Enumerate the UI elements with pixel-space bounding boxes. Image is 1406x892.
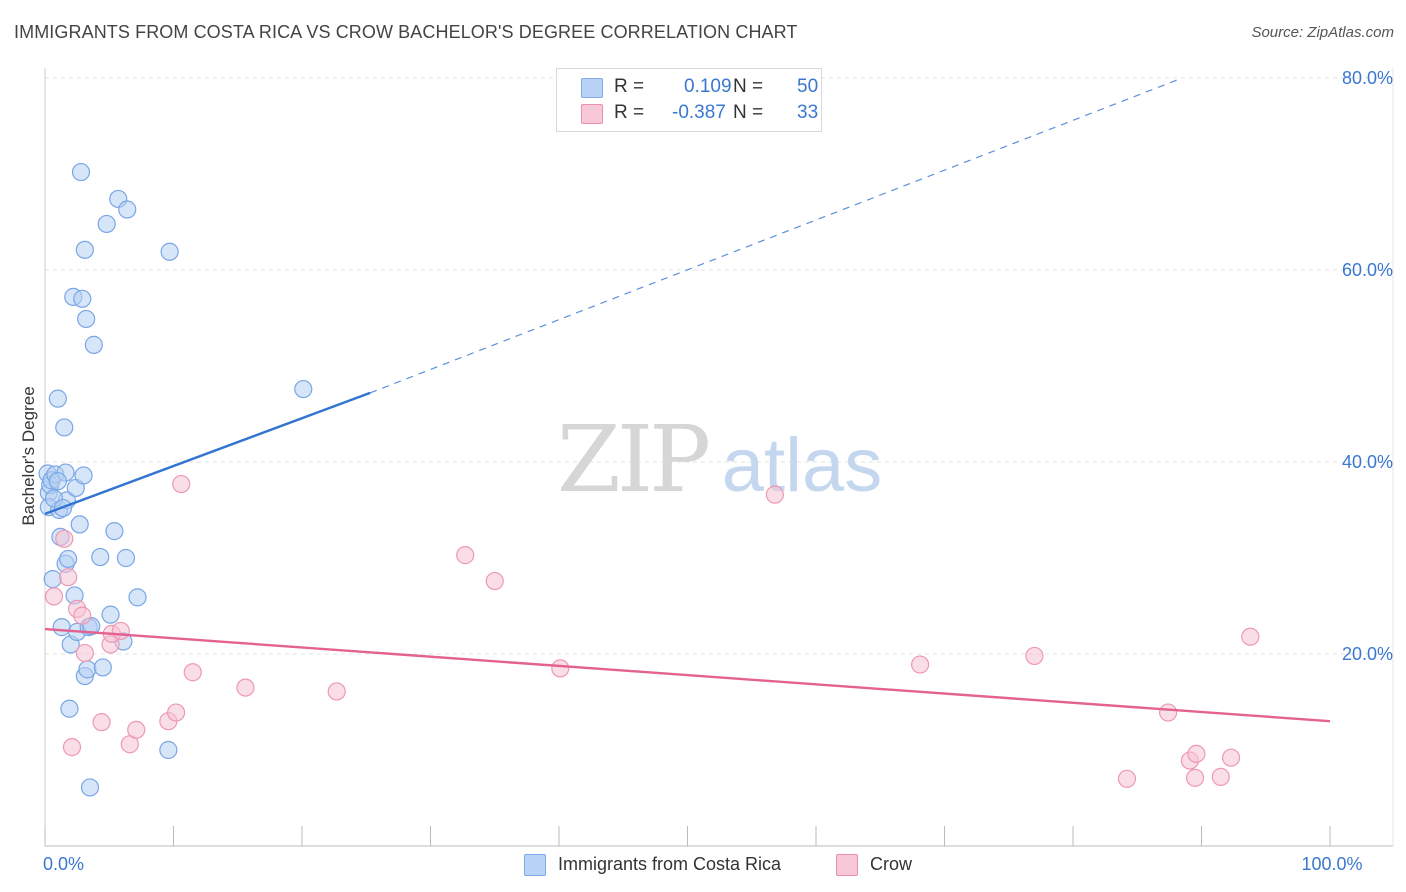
stats-r-label: R = bbox=[614, 102, 645, 123]
data-point-pink bbox=[59, 568, 78, 587]
data-point-blue bbox=[118, 200, 137, 219]
data-point-pink bbox=[44, 587, 64, 606]
legend-label: Immigrants from Costa Rica bbox=[558, 854, 782, 874]
y-axis-label: Bachelor's Degree bbox=[19, 386, 38, 525]
stats-n-value: 50 bbox=[797, 76, 819, 97]
data-point-pink bbox=[92, 713, 111, 732]
data-point-pink bbox=[456, 546, 475, 565]
axis-layer bbox=[44, 68, 1394, 847]
data-point-blue bbox=[60, 699, 79, 718]
data-point-pink bbox=[1117, 769, 1137, 788]
data-point-pink bbox=[1211, 767, 1230, 786]
stats-r-label: R = bbox=[614, 76, 645, 97]
data-point-pink bbox=[183, 663, 202, 682]
trend-layer bbox=[44, 77, 1331, 723]
data-point-pink bbox=[73, 606, 92, 625]
data-point-blue bbox=[77, 309, 96, 329]
watermark-atlas: atlas bbox=[722, 423, 883, 508]
data-point-blue bbox=[59, 549, 78, 569]
stats-n-value: 33 bbox=[797, 102, 819, 123]
trend-line-blue-projected bbox=[369, 77, 1183, 394]
data-point-blue bbox=[70, 515, 89, 534]
stats-swatch-blue bbox=[581, 78, 603, 98]
data-point-pink bbox=[166, 703, 186, 722]
data-point-blue bbox=[48, 472, 67, 491]
y-tick-label: 80.0% bbox=[1342, 68, 1393, 88]
grid-layer bbox=[45, 77, 1393, 655]
data-point-pink bbox=[551, 659, 570, 678]
data-point-pink bbox=[62, 738, 82, 757]
data-point-blue bbox=[116, 548, 136, 568]
label-layer: 0.0% 100.0% 20.0% 40.0% 60.0% 80.0% Bachelor's… bbox=[19, 68, 1393, 874]
trend-line-blue bbox=[44, 391, 371, 515]
y-tick-label: 20.0% bbox=[1342, 644, 1393, 664]
stats-swatch-pink bbox=[581, 104, 603, 124]
data-point-blue bbox=[75, 240, 94, 259]
data-point-blue bbox=[91, 547, 110, 567]
data-point-pink bbox=[111, 621, 130, 641]
data-point-pink bbox=[75, 643, 94, 663]
data-point-blue bbox=[294, 379, 313, 399]
data-point-blue bbox=[73, 289, 92, 308]
points-layer bbox=[38, 162, 1260, 797]
data-point-pink bbox=[765, 485, 784, 504]
data-point-pink bbox=[910, 655, 930, 674]
data-point-pink bbox=[327, 682, 346, 701]
data-point-pink bbox=[1158, 703, 1178, 722]
data-point-pink bbox=[1025, 646, 1044, 666]
data-point-pink bbox=[1221, 748, 1241, 767]
data-point-blue bbox=[128, 588, 147, 607]
data-point-blue bbox=[48, 389, 67, 408]
legend-item-costa-rica[interactable]: Immigrants from Costa Rica bbox=[524, 852, 804, 876]
watermark-zip: ZIP bbox=[557, 406, 708, 513]
data-point-pink bbox=[1241, 627, 1260, 646]
data-point-blue bbox=[55, 418, 74, 437]
stats-box: R = 0.109 N = 50 R = -0.387 N = 33 bbox=[556, 68, 822, 132]
data-point-blue bbox=[84, 335, 103, 354]
y-tick-label: 40.0% bbox=[1342, 452, 1393, 472]
legend-label: Crow bbox=[870, 854, 913, 874]
data-point-pink bbox=[485, 571, 504, 591]
data-point-pink bbox=[1187, 744, 1206, 763]
data-point-blue bbox=[43, 570, 62, 589]
legend-swatch-pink bbox=[836, 854, 858, 876]
data-point-pink bbox=[1185, 768, 1205, 787]
data-point-blue bbox=[160, 242, 179, 261]
stats-row-blue: R = 0.109 N = 50 bbox=[581, 75, 818, 99]
data-point-blue bbox=[97, 214, 116, 234]
data-point-blue bbox=[80, 778, 100, 797]
data-point-blue bbox=[74, 466, 93, 485]
trend-line-pink bbox=[44, 627, 1331, 723]
data-point-blue bbox=[78, 660, 97, 679]
data-point-blue bbox=[93, 658, 112, 677]
watermark: ZIP atlas bbox=[557, 406, 882, 513]
x-tick-label: 100.0% bbox=[1301, 854, 1362, 874]
data-point-blue bbox=[159, 740, 178, 760]
stats-row-pink: R = -0.387 N = 33 bbox=[581, 101, 818, 125]
stats-n-label: N = bbox=[733, 76, 764, 97]
legend-swatch-blue bbox=[524, 854, 546, 876]
data-point-blue bbox=[52, 618, 71, 637]
chart-source: Source: ZipAtlas.com bbox=[1251, 24, 1394, 41]
data-point-blue bbox=[101, 605, 120, 624]
chart-title: IMMIGRANTS FROM COSTA RICA VS CROW BACHE… bbox=[14, 22, 798, 42]
stats-r-value: 0.109 bbox=[684, 76, 732, 97]
data-point-pink bbox=[236, 678, 255, 697]
stats-r-value: -0.387 bbox=[672, 102, 726, 123]
stats-n-label: N = bbox=[733, 102, 764, 123]
x-tick-label: 0.0% bbox=[43, 854, 84, 874]
legend-item-crow[interactable]: Crow bbox=[836, 852, 926, 876]
data-point-blue bbox=[105, 522, 124, 541]
data-point-blue bbox=[71, 162, 91, 182]
y-tick-label: 60.0% bbox=[1342, 260, 1393, 280]
data-point-pink bbox=[172, 474, 191, 494]
data-point-pink bbox=[55, 529, 74, 548]
data-point-pink bbox=[127, 720, 146, 739]
